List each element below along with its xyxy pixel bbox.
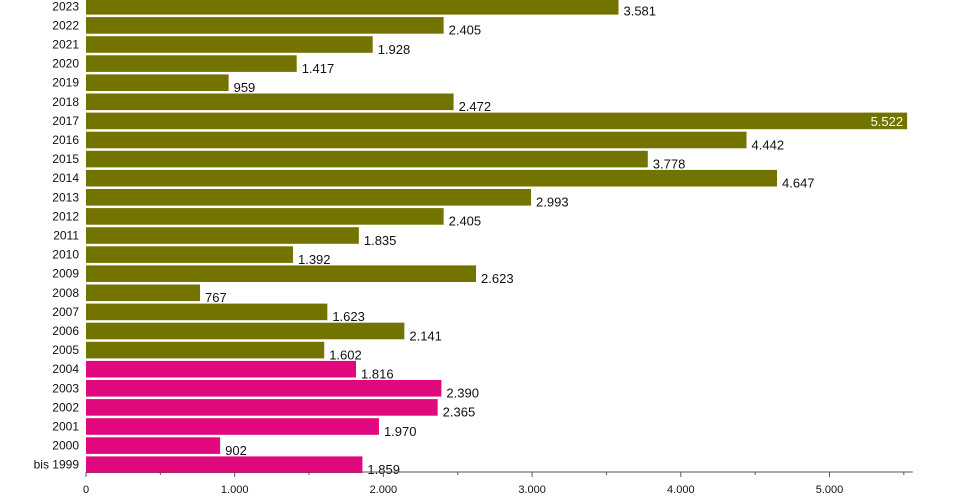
category-label: 2008: [52, 286, 79, 300]
x-tick-label: 1.000: [221, 484, 249, 496]
category-label: 2014: [52, 171, 79, 185]
value-label: 2.405: [449, 23, 482, 38]
bar-2021: [86, 36, 373, 53]
value-label: 1.835: [364, 233, 397, 248]
category-label: 2002: [52, 400, 79, 414]
bar-2020: [86, 55, 297, 72]
value-label: 1.928: [378, 42, 411, 57]
category-label: 2018: [52, 95, 79, 109]
bar-2018: [86, 93, 454, 111]
value-label: 4.442: [752, 137, 785, 152]
bar-2004: [86, 360, 357, 378]
x-tick-label: 3.000: [518, 484, 546, 496]
value-label: 2.405: [449, 214, 482, 229]
bar-2013: [86, 189, 532, 206]
category-label: 2004: [52, 362, 79, 376]
value-labels: 3.581 2.405 1.928 1.417 959 2.472 5.522 4.442 3.…: [205, 4, 903, 477]
bar-2015: [86, 150, 648, 168]
x-tick-label: 5.000: [816, 484, 844, 496]
category-label: 2016: [52, 133, 79, 147]
x-tick-label: 0: [83, 484, 89, 496]
bar-2003: [86, 380, 442, 397]
value-label: 2.390: [446, 386, 479, 401]
bar-2017: [86, 112, 908, 130]
category-label: 2019: [52, 76, 79, 90]
bar-2006: [86, 322, 405, 340]
value-label: 959: [234, 80, 256, 95]
category-label: 2007: [52, 305, 79, 319]
value-label: 1.602: [329, 347, 362, 362]
category-label: bis 1999: [34, 458, 80, 472]
bar-2019: [86, 74, 229, 91]
category-label: 2022: [52, 18, 79, 32]
bar-2008: [86, 284, 201, 302]
value-label: 2.623: [481, 271, 514, 286]
category-label: 2001: [52, 420, 79, 434]
value-label: 1.623: [332, 309, 365, 324]
category-label: 2003: [52, 381, 79, 395]
category-label: 2013: [52, 190, 79, 204]
category-label: 2021: [52, 38, 79, 52]
category-label: 2010: [52, 248, 79, 262]
bar-2001: [86, 418, 379, 435]
value-label: 767: [205, 290, 227, 305]
category-label: 2023: [52, 0, 79, 13]
value-label: 902: [225, 443, 247, 458]
bar-2023: [86, 0, 619, 15]
bar-2012: [86, 208, 444, 225]
value-label: 3.778: [653, 156, 686, 171]
bar-2000: [86, 437, 221, 454]
value-label: 1.859: [367, 462, 400, 477]
category-label: 2011: [53, 229, 79, 243]
category-label: 2009: [52, 267, 79, 281]
value-label: 5.522: [871, 114, 904, 129]
value-label: 1.816: [361, 367, 394, 382]
bars-group: [86, 0, 908, 473]
value-label: 3.581: [623, 4, 656, 19]
category-label: 2017: [52, 114, 79, 128]
value-label: 1.970: [384, 424, 417, 439]
category-label: 2005: [52, 343, 79, 357]
bar-2002: [86, 399, 438, 416]
category-label: 2000: [52, 439, 79, 453]
bar-2005: [86, 341, 325, 359]
value-label: 2.472: [459, 99, 492, 114]
bar-2010: [86, 246, 293, 263]
bar-2022: [86, 17, 444, 34]
value-label: 1.417: [302, 61, 335, 76]
category-labels: 2023 2022 2021 2020 2019 2018 2017 2016 2015 2014…: [34, 0, 80, 472]
value-label: 2.365: [443, 405, 476, 420]
category-label: 2020: [52, 57, 79, 71]
value-label: 4.647: [782, 176, 815, 191]
bar-2009: [86, 265, 477, 282]
value-label: 1.392: [298, 252, 331, 267]
bar-2016: [86, 131, 747, 149]
category-label: 2006: [52, 324, 79, 338]
x-tick-label: 4.000: [667, 484, 695, 496]
x-tick-label: 2.000: [370, 484, 398, 496]
bar-2014: [86, 169, 778, 187]
category-label: 2012: [52, 209, 79, 223]
value-label: 2.141: [409, 328, 442, 343]
x-axis: 0 1.000 2.000 3.000 4.000 5.000: [83, 471, 913, 496]
bar-2011: [86, 227, 359, 244]
bar-bis-1999: [86, 456, 363, 473]
value-label: 2.993: [536, 195, 569, 210]
bar-2007: [86, 303, 328, 321]
category-label: 2015: [52, 152, 79, 166]
